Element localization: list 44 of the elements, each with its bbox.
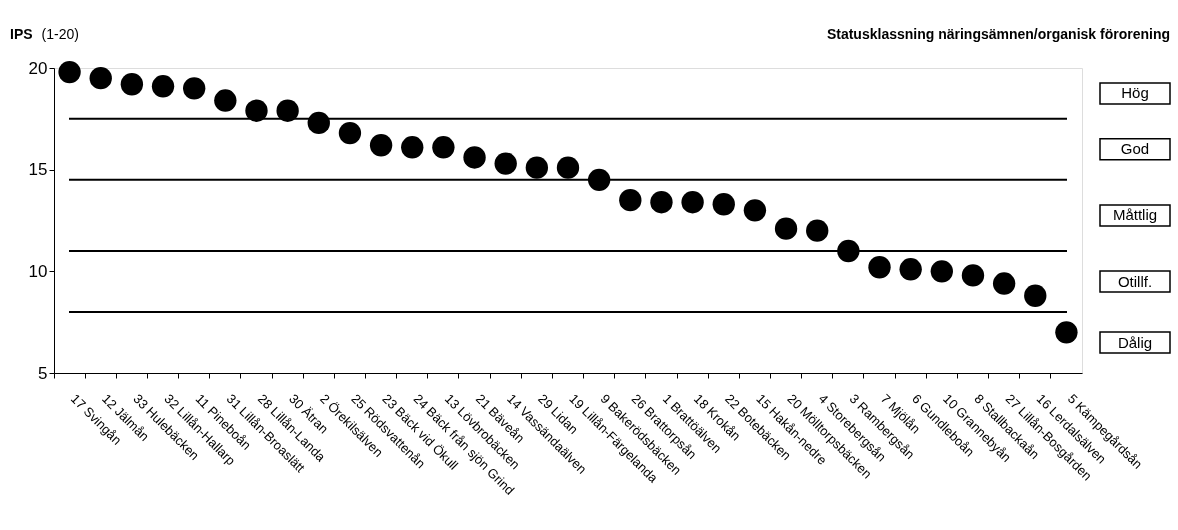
point xyxy=(494,152,517,175)
y-tick-label: 20 xyxy=(28,58,48,78)
point xyxy=(743,199,767,222)
point xyxy=(837,239,860,263)
chart-title: Statusklassning näringsämnen/organisk förorening xyxy=(826,26,1170,42)
point xyxy=(1024,284,1047,307)
point xyxy=(338,121,362,145)
point xyxy=(183,77,206,100)
point xyxy=(525,156,549,179)
text: Dålig xyxy=(1117,333,1153,351)
point xyxy=(587,168,611,191)
y-tick-label: 10 xyxy=(28,261,48,281)
point xyxy=(930,260,953,283)
point xyxy=(307,111,330,135)
point xyxy=(556,156,580,179)
point xyxy=(806,219,829,242)
y-axis-title: IPS (1-20) xyxy=(10,26,79,42)
text: Hög xyxy=(1121,84,1149,102)
point xyxy=(369,134,393,157)
point xyxy=(120,73,144,96)
point xyxy=(961,264,985,287)
point xyxy=(151,75,175,98)
point xyxy=(712,193,735,216)
text: God xyxy=(1120,140,1150,158)
point xyxy=(89,67,112,90)
point xyxy=(774,217,798,240)
point xyxy=(681,191,704,214)
point xyxy=(463,146,486,169)
point xyxy=(58,60,81,84)
y-tick-label: 15 xyxy=(28,160,48,180)
point xyxy=(1055,321,1078,344)
point xyxy=(401,136,424,159)
point xyxy=(992,272,1016,295)
point xyxy=(432,136,455,159)
point xyxy=(276,99,299,122)
point xyxy=(245,99,268,122)
text: Måttlig xyxy=(1112,206,1158,224)
point xyxy=(650,191,673,214)
point xyxy=(214,89,237,112)
y-tick-label: 5 xyxy=(38,363,48,383)
point xyxy=(619,189,642,212)
point xyxy=(899,258,922,281)
text: Otillf. xyxy=(1117,272,1153,290)
point xyxy=(868,256,891,279)
